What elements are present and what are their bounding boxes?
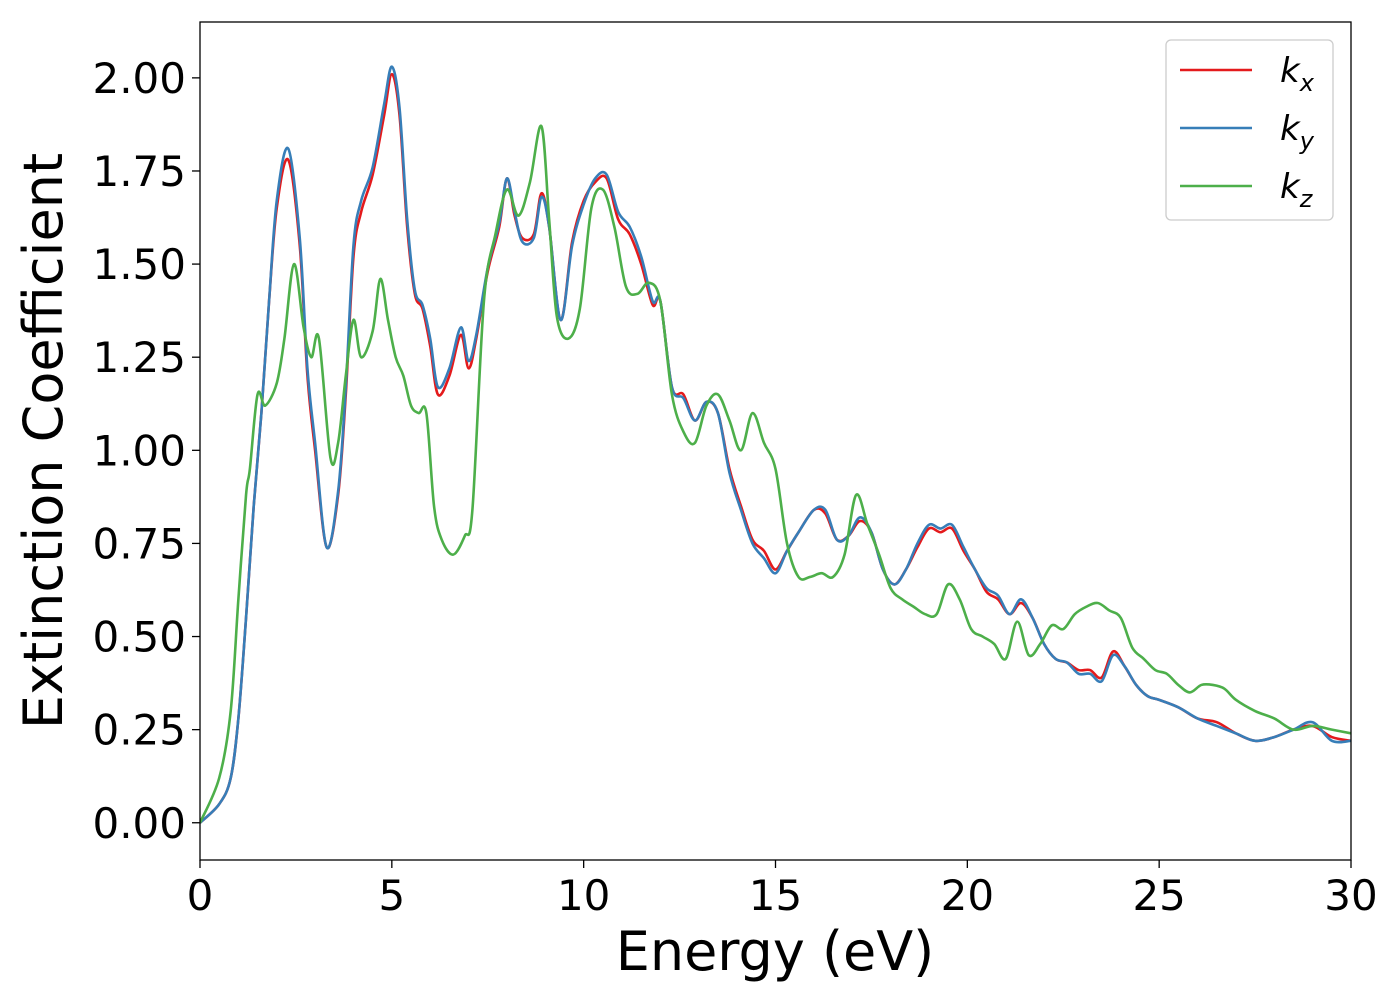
y-tick-label: 1.75 — [92, 147, 186, 196]
y-tick-label: 0.50 — [92, 613, 186, 662]
x-tick-label: 5 — [378, 871, 405, 920]
y-axis-title: Extinction Coefficient — [12, 153, 75, 729]
y-tick-label: 1.25 — [92, 333, 186, 382]
y-tick-label: 1.50 — [92, 240, 186, 289]
x-tick-label: 25 — [1132, 871, 1185, 920]
legend-box — [1165, 39, 1334, 221]
legend-label-k-z: kz — [1280, 167, 1314, 213]
y-tick-label: 0.25 — [92, 706, 186, 755]
series-layer — [200, 65, 1351, 824]
y-tick-label: 0.00 — [92, 799, 186, 848]
axes-layer: 0 5 10 15 20 25 30 0.00 0.25 0.50 0.75 1.00 1.25 1.50… — [92, 21, 1378, 920]
x-tick-label: 0 — [187, 871, 214, 920]
x-axis-title: Energy (eV) — [616, 920, 935, 983]
y-tick-label: 1.00 — [92, 426, 186, 475]
series-line-k-z — [200, 124, 1351, 824]
x-tick-label: 10 — [557, 871, 610, 920]
y-tick-label: 0.75 — [92, 519, 186, 568]
x-tick-label: 30 — [1324, 871, 1377, 920]
y-tick-label: 2.00 — [92, 54, 186, 103]
legend-label-k-x: kx — [1280, 51, 1315, 97]
x-tick-label: 15 — [749, 871, 802, 920]
legend: kx ky kz — [1165, 39, 1334, 221]
x-tick-label: 20 — [941, 871, 994, 920]
legend-label-k-y: ky — [1280, 109, 1315, 155]
